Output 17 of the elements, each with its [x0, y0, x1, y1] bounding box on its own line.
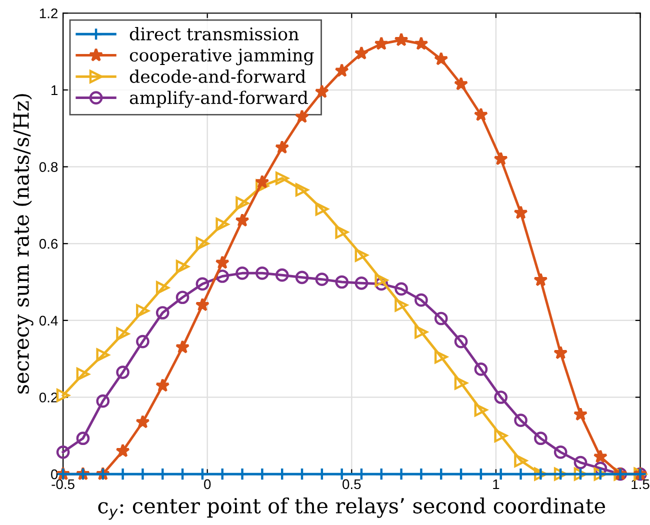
y-tick-label: 1: [52, 85, 58, 95]
x-tick-label: 0.5: [342, 479, 361, 490]
x-tick-label: 1: [493, 479, 500, 489]
x-tick-label: 1.5: [632, 479, 650, 490]
legend-label: amplify-and-forward: [130, 90, 308, 108]
x-tick-label: 0: [204, 479, 211, 490]
x-tick-label: -0.5: [52, 479, 74, 490]
y-tick-label: 0.6: [39, 238, 58, 249]
y-axis-title: secrecy sum rate (nats/s/Hz): [12, 94, 34, 394]
legend-label: direct transmission: [130, 27, 299, 40]
x-axis-title: c$_{y}$: center point of the relays’ second coordinate: [98, 497, 606, 520]
legend-label: cooperative jamming: [130, 48, 314, 66]
legend-label: decode-and-forward: [130, 70, 306, 83]
y-tick-label: 0.8: [39, 162, 58, 172]
y-tick-label: 0: [51, 469, 58, 480]
y-tick-label: 0.4: [39, 316, 58, 326]
y-tick-label: 1.2: [40, 8, 58, 18]
